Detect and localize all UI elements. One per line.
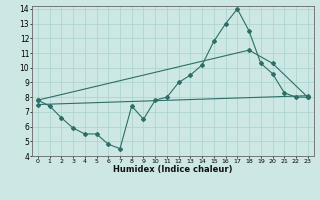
X-axis label: Humidex (Indice chaleur): Humidex (Indice chaleur) [113, 165, 233, 174]
